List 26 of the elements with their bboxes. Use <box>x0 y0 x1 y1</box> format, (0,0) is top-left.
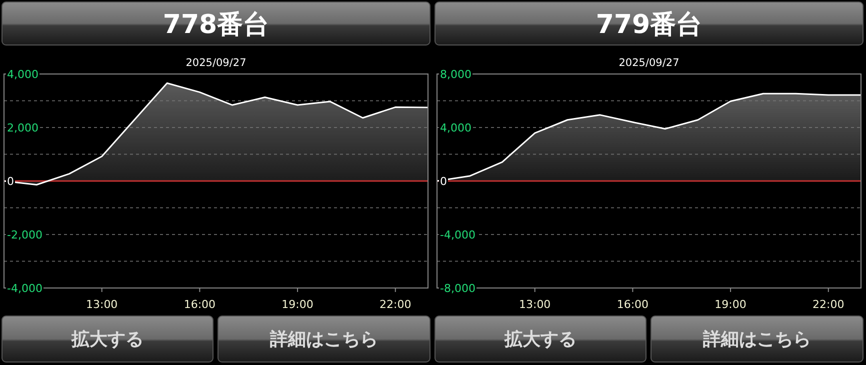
text: 詳細はこちら <box>702 329 811 350</box>
text: 拡大する <box>504 329 576 350</box>
y-tick-label: 2,000 <box>7 121 38 134</box>
chart-subtitle: 2025/09/27 <box>618 57 680 69</box>
chart-title: 778番台 <box>162 10 270 40</box>
y-tick-label: 4,000 <box>7 68 38 80</box>
chart-subtitle: 2025/09/27 <box>186 57 246 69</box>
y-tick-label: -2,000 <box>7 228 42 241</box>
x-tick-label: 19:00 <box>714 298 746 311</box>
chart-title: 779番台 <box>596 10 702 40</box>
y-tick-label: -8,000 <box>440 282 476 294</box>
y-tick-label: -4,000 <box>7 282 42 294</box>
x-tick-label: 16:00 <box>184 298 216 311</box>
x-tick-label: 13:00 <box>86 298 118 311</box>
text: 拡大する <box>70 329 144 350</box>
y-tick-label: 0 <box>7 174 14 188</box>
x-tick-label: 16:00 <box>616 298 649 311</box>
text: 詳細はこちら <box>269 329 378 350</box>
y-tick-label: 8,000 <box>440 68 472 80</box>
x-tick-label: 22:00 <box>812 298 844 311</box>
y-tick-label: 4,000 <box>440 121 472 134</box>
y-tick-label: -4,000 <box>440 228 476 241</box>
y-tick-label: 0 <box>440 174 447 188</box>
x-tick-label: 19:00 <box>282 298 314 311</box>
x-tick-label: 13:00 <box>518 298 551 311</box>
x-tick-label: 22:00 <box>380 298 412 311</box>
